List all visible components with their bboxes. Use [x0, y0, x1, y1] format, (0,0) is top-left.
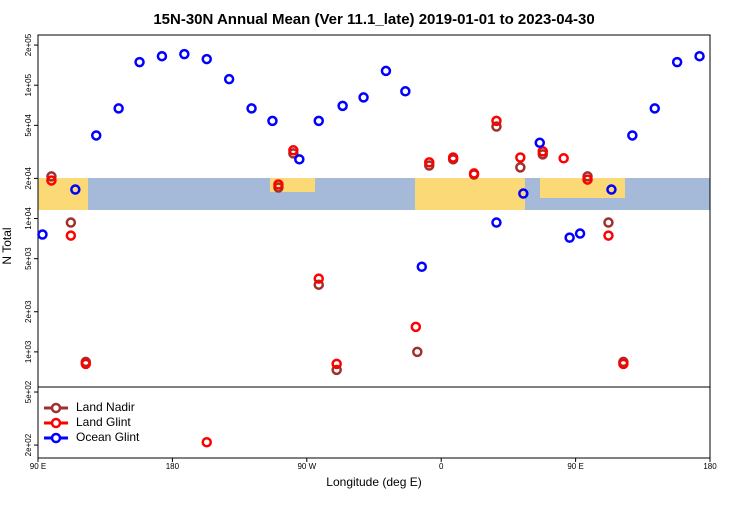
data-point [574, 228, 586, 239]
data-point [564, 232, 575, 243]
legend-marker [50, 432, 62, 444]
data-point [267, 115, 278, 127]
y-tick-label: 2e+04 [24, 167, 33, 190]
data-point [400, 86, 411, 97]
data-point [80, 358, 92, 370]
data-point [515, 152, 526, 163]
data-point [358, 92, 369, 103]
data-point [671, 56, 683, 68]
y-tick-label: 5e+02 [24, 380, 33, 403]
data-point [223, 73, 235, 85]
data-point [582, 174, 593, 185]
data-point [491, 115, 502, 127]
data-point [294, 154, 305, 165]
legend-label: Land Nadir [76, 400, 135, 414]
x-tick-label: 0 [439, 462, 444, 471]
data-point [246, 103, 257, 114]
data-point [201, 53, 212, 65]
y-tick-label: 5e+03 [24, 247, 33, 270]
data-point [134, 56, 145, 68]
y-tick-label: 1e+05 [24, 73, 33, 96]
data-point [412, 346, 423, 358]
data-point [380, 65, 392, 77]
data-point [491, 121, 502, 132]
data-point [331, 364, 342, 376]
data-point [313, 279, 324, 290]
x-tick-label: 180 [166, 462, 180, 471]
data-point [558, 153, 569, 164]
data-point [46, 171, 57, 182]
data-point [627, 130, 638, 141]
data-point [618, 358, 629, 370]
data-point [649, 103, 660, 114]
data-point [424, 157, 435, 168]
data-point [65, 217, 77, 228]
y-tick-label: 1e+03 [24, 340, 33, 363]
data-point [491, 217, 502, 228]
data-point [113, 103, 124, 114]
map-strip [38, 178, 710, 210]
legend-marker [50, 417, 62, 429]
data-point [537, 146, 548, 157]
data-point [37, 229, 48, 240]
data-point [313, 115, 324, 127]
data-point [603, 217, 614, 228]
chart-title: 15N-30N Annual Mean (Ver 11.1_late) 2019… [153, 11, 594, 28]
data-point [518, 188, 529, 199]
data-point [468, 168, 480, 179]
legend-label: Ocean Glint [76, 430, 140, 444]
data-point [70, 184, 81, 195]
x-tick-label: 90 E [567, 462, 583, 471]
data-point [515, 162, 526, 173]
data-point [534, 137, 546, 149]
data-point [46, 175, 57, 186]
y-tick-label: 2e+05 [24, 33, 33, 56]
y-tick-label: 2e+03 [24, 300, 33, 323]
data-point [201, 437, 212, 448]
data-point [694, 50, 705, 62]
y-tick-label: 2e+02 [24, 433, 33, 456]
data-point [331, 358, 342, 370]
data-point [606, 184, 617, 195]
data-point [447, 152, 459, 163]
plot-frame [37, 34, 711, 459]
data-point [179, 48, 190, 60]
data-point [156, 50, 168, 62]
y-tick-label: 1e+04 [24, 207, 33, 230]
y-tick-label: 5e+04 [24, 114, 33, 137]
data-point [313, 273, 324, 284]
x-tick-label: 180 [703, 462, 717, 471]
x-tick-label: 90 E [30, 462, 46, 471]
data-point [416, 261, 428, 272]
x-tick-label: 90 W [297, 462, 316, 471]
legend-label: Land Glint [76, 415, 131, 429]
data-point [273, 179, 284, 190]
y-axis-label: N Total [0, 227, 14, 264]
x-axis-label: Longitude (deg E) [326, 475, 421, 489]
data-point [410, 321, 422, 333]
data-point [603, 230, 614, 241]
legend-marker [50, 402, 62, 414]
data-point [337, 100, 348, 112]
data-point [65, 230, 77, 241]
data-point [288, 145, 299, 156]
data-point [90, 130, 102, 141]
